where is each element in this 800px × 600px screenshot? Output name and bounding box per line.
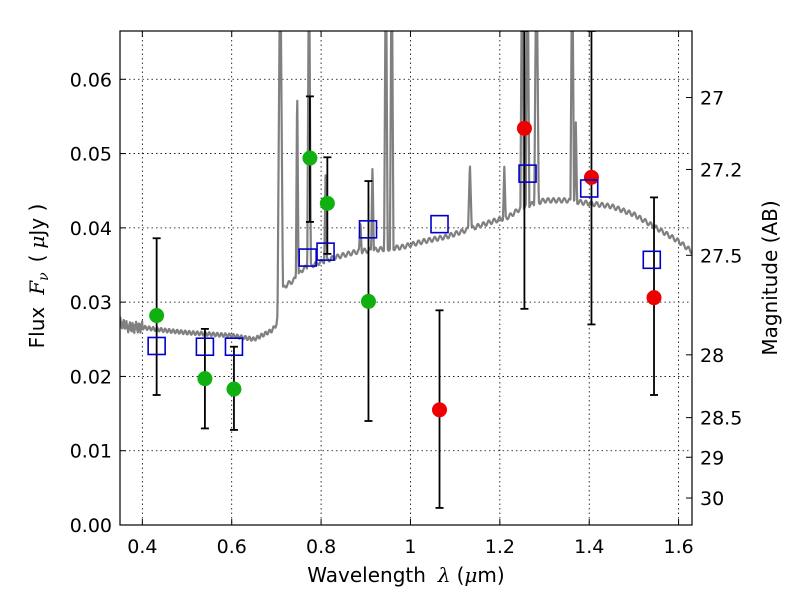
green-point-2 — [226, 381, 242, 397]
x-tick-label-3: 1 — [404, 536, 416, 558]
y-tick-label-2: 0.02 — [70, 366, 112, 388]
y-tick-label-4: 0.04 — [70, 218, 112, 240]
y-tick-label-3: 0.03 — [70, 292, 112, 314]
grid — [120, 31, 692, 525]
x-axis-label: Wavelength λ (μm) — [307, 563, 504, 587]
plot-area — [120, 31, 692, 509]
red-point-0 — [432, 402, 448, 418]
y-tick-label-5: 0.05 — [70, 144, 112, 166]
y-axis-label-unit-mu: μ — [25, 236, 49, 249]
model-square-9 — [642, 250, 662, 270]
y-axis-label-symbol: F — [25, 280, 49, 296]
error-bars — [152, 31, 659, 509]
x-tick-label-1: 0.6 — [217, 536, 247, 558]
model-square-7 — [518, 164, 537, 183]
y-axis-label-unit-rest: Jy ) — [25, 204, 49, 238]
green-point-0 — [149, 308, 165, 324]
green-point-1 — [197, 371, 213, 387]
model-square-4 — [316, 242, 335, 261]
red-point-3 — [646, 290, 662, 306]
mag-tick-label-3: 28 — [700, 345, 724, 367]
model-square-6 — [430, 214, 449, 234]
x-axis-label-unit-rest: m) — [477, 563, 504, 587]
y-axis-label-subscript: ν — [36, 272, 52, 281]
model-square-1 — [195, 337, 215, 357]
plot-frame — [119, 30, 693, 526]
model-square-2 — [224, 337, 244, 357]
model-square-0 — [147, 336, 166, 356]
model-square-5 — [358, 220, 378, 239]
x-axis-label-unit-mu: μ — [464, 563, 477, 587]
green-point-5 — [360, 293, 376, 309]
y-axis-label: Flux Fν ( μJy ) — [25, 204, 52, 349]
y2-axis-label: Magnitude (AB) — [758, 200, 782, 355]
x-tick-label-6: 1.6 — [663, 536, 693, 558]
x-tick-label-2: 0.8 — [306, 536, 336, 558]
mag-tick-label-5: 29 — [700, 447, 724, 469]
x-axis-label-symbol: λ — [437, 563, 451, 587]
red-point-1 — [516, 120, 532, 136]
green-point-3 — [302, 150, 318, 166]
mag-tick-label-2: 27.5 — [700, 245, 742, 267]
mag-tick-label-6: 30 — [700, 488, 724, 510]
error-bar-7 — [520, 31, 529, 310]
spectrum-line — [120, 31, 692, 342]
y-axis-label-text: Flux — [25, 307, 49, 349]
y-tick-label-6: 0.06 — [70, 69, 112, 91]
x-tick-label-4: 1.2 — [485, 536, 515, 558]
model-square-3 — [298, 248, 317, 267]
mag-tick-label-4: 28.5 — [700, 408, 742, 430]
x-axis-label-unit-open: ( — [457, 563, 465, 587]
y-axis-label-unit-open: ( — [25, 255, 49, 263]
y-tick-label-0: 0.00 — [70, 515, 112, 537]
mag-tick-label-1: 27.2 — [700, 159, 742, 181]
x-tick-label-5: 1.4 — [574, 536, 604, 558]
y-tick-label-1: 0.01 — [70, 441, 112, 463]
model-square-8 — [579, 179, 599, 198]
axis-ticks: 0.4 0.6 0.8 1 1.2 1.4 1.6 0.00 0.01 0.02 0.03 0.04 0… — [70, 31, 742, 558]
red-point-2 — [583, 169, 599, 185]
green-point-4 — [319, 195, 335, 211]
x-tick-label-0: 0.4 — [127, 536, 157, 558]
x-axis-label-text: Wavelength — [307, 563, 426, 587]
data-markers — [147, 120, 662, 418]
mag-tick-label-0: 27 — [700, 88, 724, 110]
